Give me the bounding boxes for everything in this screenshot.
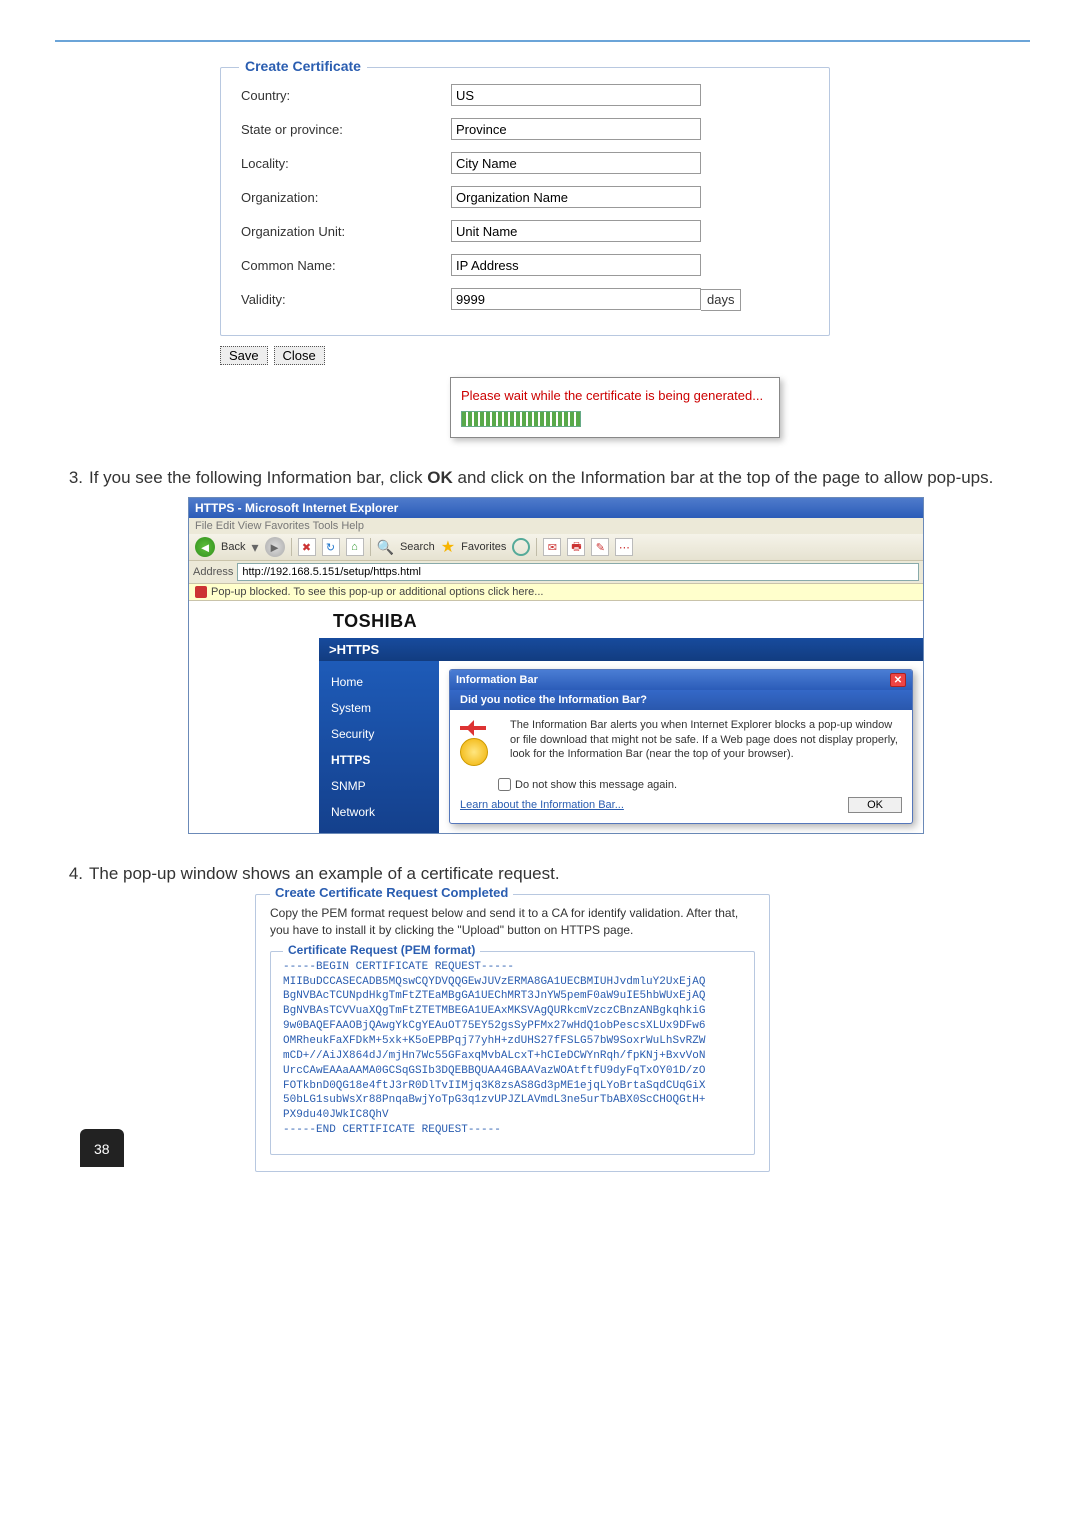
field-organization: Organization: [241, 180, 814, 214]
pem-legend: Certificate Request (PEM format) [283, 943, 480, 957]
ie-address-bar: Address [189, 561, 923, 584]
dialog-checkbox-row: Do not show this message again. [450, 776, 912, 791]
cert-buttons: Save Close [220, 346, 1030, 365]
forward-icon[interactable]: ► [265, 537, 285, 557]
step-3-num: 3. [55, 466, 83, 490]
locality-label: Locality: [241, 156, 451, 171]
org-unit-label: Organization Unit: [241, 224, 451, 239]
home-icon[interactable]: ⌂ [346, 538, 364, 556]
ie-menubar: File Edit View Favorites Tools Help [189, 518, 923, 534]
validity-input[interactable] [451, 288, 701, 310]
dialog-area: Information Bar ✕ Did you notice the Inf… [439, 661, 923, 833]
organization-label: Organization: [241, 190, 451, 205]
dialog-band: Did you notice the Information Bar? [450, 690, 912, 710]
step-4: 4. The pop-up window shows an example of… [55, 862, 1030, 886]
wait-box: Please wait while the certificate is bei… [450, 377, 780, 438]
progress-bar [461, 411, 581, 427]
step-4-text: The pop-up window shows an example of a … [89, 862, 1030, 886]
dialog-text: The Information Bar alerts you when Inte… [510, 718, 902, 766]
cert-request-box: Create Certificate Request Completed Cop… [255, 894, 770, 1172]
dont-show-label: Do not show this message again. [515, 779, 677, 791]
save-button[interactable]: Save [220, 346, 268, 365]
header-divider [55, 40, 1030, 42]
state-label: State or province: [241, 122, 451, 137]
wait-text: Please wait while the certificate is bei… [461, 388, 769, 403]
dialog-title: Information Bar [456, 674, 538, 686]
sidebar-item-https[interactable]: HTTPS [319, 747, 439, 773]
address-label: Address [193, 566, 233, 578]
arrow-icon [460, 718, 500, 738]
search-label: Search [400, 541, 435, 553]
state-input[interactable] [451, 118, 701, 140]
print-icon[interactable]: 🖶 [567, 538, 585, 556]
dont-show-checkbox[interactable] [498, 778, 511, 791]
learn-link[interactable]: Learn about the Information Bar... [460, 799, 624, 811]
country-input[interactable] [451, 84, 701, 106]
sidebar-item-security[interactable]: Security [319, 721, 439, 747]
side-nav: HomeSystemSecurityHTTPSSNMPNetwork [319, 661, 439, 833]
pem-text: -----BEGIN CERTIFICATE REQUEST----- MIIB… [283, 960, 742, 1138]
field-locality: Locality: [241, 146, 814, 180]
dialog-ok-button[interactable]: OK [848, 797, 902, 813]
favorites-label: Favorites [461, 541, 506, 553]
step-3-bold: OK [427, 468, 453, 487]
step-3-text-a: If you see the following Information bar… [89, 468, 427, 487]
stop-icon[interactable]: ✖ [298, 538, 316, 556]
ie-toolbar: ◄ Back ▾ ► ✖ ↻ ⌂ 🔍Search ★Favorites ✉ 🖶 … [189, 534, 923, 561]
organization-input[interactable] [451, 186, 701, 208]
common-name-label: Common Name: [241, 258, 451, 273]
cert-request-instruction: Copy the PEM format request below and se… [270, 905, 755, 939]
step-3-text-b: and click on the Information bar at the … [453, 468, 994, 487]
sidebar-item-home[interactable]: Home [319, 669, 439, 695]
dialog-titlebar: Information Bar ✕ [450, 670, 912, 690]
create-certificate-fieldset: Create Certificate Country: State or pro… [220, 67, 830, 336]
ie-titlebar: HTTPS - Microsoft Internet Explorer [189, 498, 923, 518]
page-number: 38 [80, 1129, 124, 1167]
org-unit-input[interactable] [451, 220, 701, 242]
dialog-close-icon[interactable]: ✕ [890, 673, 906, 687]
favorites-icon[interactable]: ★ [441, 537, 455, 557]
info-icon [460, 738, 488, 766]
back-label: Back [221, 541, 245, 553]
discuss-icon[interactable]: ⋯ [615, 538, 633, 556]
field-common-name: Common Name: [241, 248, 814, 282]
brand: TOSHIBA [319, 601, 923, 638]
edit-icon[interactable]: ✎ [591, 538, 609, 556]
close-button[interactable]: Close [274, 346, 325, 365]
field-state: State or province: [241, 112, 814, 146]
ie-body: TOSHIBA >HTTPS HomeSystemSecurityHTTPSSN… [189, 601, 923, 833]
shield-icon [195, 586, 207, 598]
info-dialog: Information Bar ✕ Did you notice the Inf… [449, 669, 913, 824]
address-input[interactable] [237, 563, 919, 581]
cert-request-legend: Create Certificate Request Completed [270, 885, 513, 900]
step-3: 3. If you see the following Information … [55, 466, 1030, 490]
ie-screenshot: HTTPS - Microsoft Internet Explorer File… [188, 497, 924, 834]
back-icon[interactable]: ◄ [195, 537, 215, 557]
field-country: Country: [241, 78, 814, 112]
history-icon[interactable] [512, 538, 530, 556]
https-header: >HTTPS [319, 638, 923, 661]
field-validity: Validity: days [241, 282, 814, 317]
refresh-icon[interactable]: ↻ [322, 538, 340, 556]
ie-left-gutter [189, 601, 319, 833]
locality-input[interactable] [451, 152, 701, 174]
country-label: Country: [241, 88, 451, 103]
ie-information-bar[interactable]: Pop-up blocked. To see this pop-up or ad… [189, 584, 923, 601]
validity-unit: days [701, 289, 741, 311]
pem-box: Certificate Request (PEM format) -----BE… [270, 951, 755, 1155]
create-certificate-legend: Create Certificate [239, 58, 367, 74]
sidebar-item-snmp[interactable]: SNMP [319, 773, 439, 799]
field-org-unit: Organization Unit: [241, 214, 814, 248]
dialog-body: The Information Bar alerts you when Inte… [450, 710, 912, 776]
step-4-num: 4. [55, 862, 83, 886]
validity-label: Validity: [241, 292, 451, 307]
sidebar-item-system[interactable]: System [319, 695, 439, 721]
ie-main: TOSHIBA >HTTPS HomeSystemSecurityHTTPSSN… [319, 601, 923, 833]
mail-icon[interactable]: ✉ [543, 538, 561, 556]
dialog-footer: Learn about the Information Bar... OK [450, 791, 912, 823]
infobar-text: Pop-up blocked. To see this pop-up or ad… [211, 586, 543, 598]
common-name-input[interactable] [451, 254, 701, 276]
sidebar-item-network[interactable]: Network [319, 799, 439, 825]
